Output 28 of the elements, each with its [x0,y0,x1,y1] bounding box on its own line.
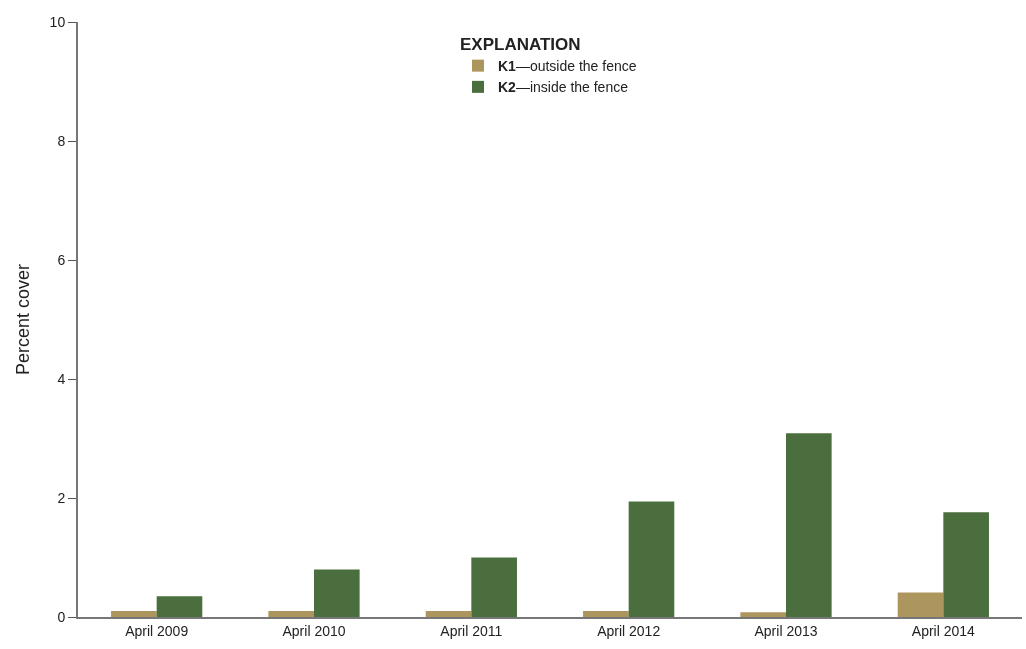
bar [314,569,360,617]
x-tick-label: April 2014 [911,622,976,639]
legend-label: K1—outside the fence [498,58,637,75]
x-tick-label: April 2012 [597,622,661,639]
y-tick-label: 4 [57,370,66,387]
x-tick-label: April 2011 [440,622,503,639]
y-tick-label: 6 [57,251,66,268]
bar [156,596,203,617]
legend-title: EXPLANATION [460,35,581,55]
bar [583,611,629,617]
legend-label: K2—inside the fence [498,79,629,96]
bar [268,611,314,617]
bar [471,557,517,617]
y-tick-label: 8 [57,132,66,149]
bar [786,433,832,617]
bar [111,611,157,617]
bar [943,512,989,617]
x-tick-label: April 2010 [282,622,346,639]
x-tick-label: April 2013 [754,622,818,639]
bar [628,501,675,617]
y-tick-label: 10 [49,13,66,30]
y-tick-label: 0 [57,608,66,625]
bar [897,592,944,617]
x-tick-label: April 2009 [125,622,189,639]
bar [740,612,786,617]
bar [425,611,472,617]
y-tick-label: 2 [57,489,66,506]
y-axis-title: Percent cover [13,263,34,376]
